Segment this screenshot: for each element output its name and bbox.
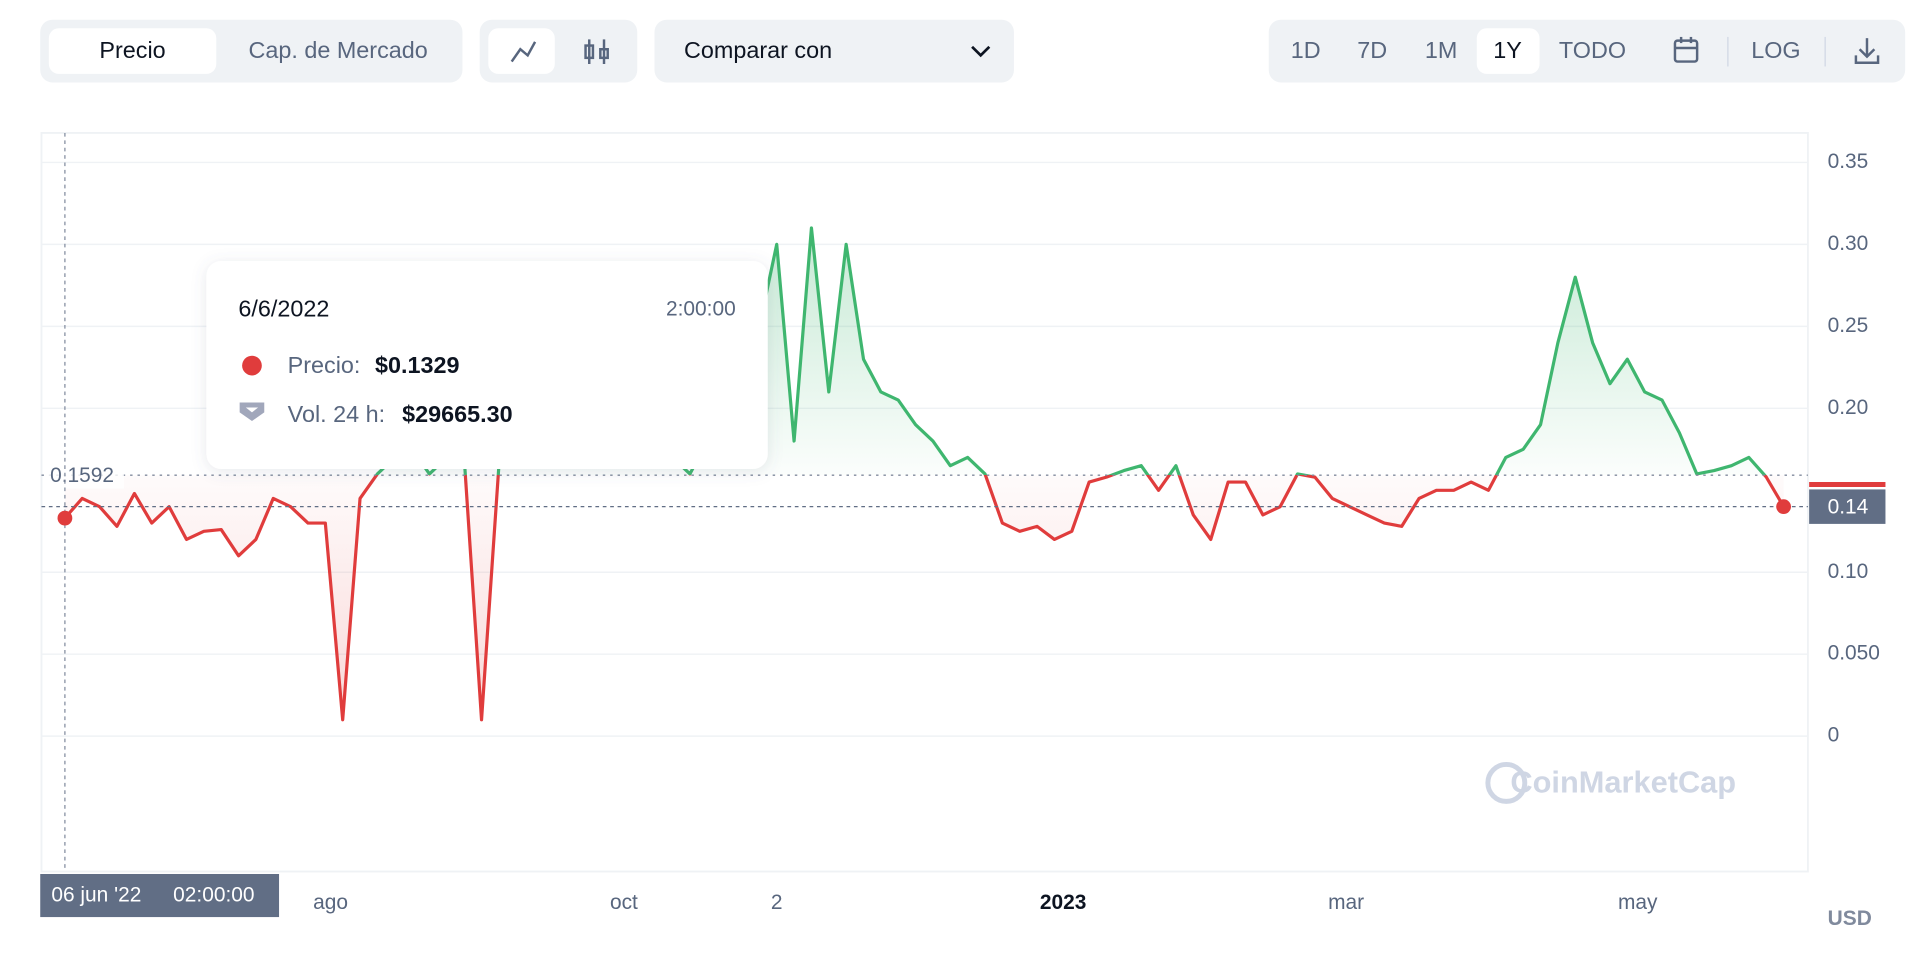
x-tick-label: mar: [1328, 891, 1364, 914]
y-tick-label: 0.050: [1828, 642, 1880, 665]
y-tick-label: 0.25: [1828, 314, 1869, 337]
volume-icon-inner: [245, 407, 259, 413]
tab[interactable]: Precio: [99, 37, 165, 63]
last-dot: [1776, 499, 1791, 515]
chevron: [971, 45, 991, 58]
y-tick-label: 0: [1828, 724, 1840, 747]
log-button[interactable]: LOG: [1751, 37, 1800, 63]
tab[interactable]: Cap. de Mercado: [248, 37, 427, 63]
price-value: $0.1329: [375, 352, 460, 378]
range-selected: [1476, 28, 1540, 74]
currency: USD: [1828, 907, 1872, 930]
x-tick-label: may: [1618, 891, 1658, 914]
tooltip-time: 2:00:00: [666, 298, 736, 321]
range-button[interactable]: 1M: [1425, 37, 1457, 63]
candle-icon[interactable]: [584, 39, 609, 65]
tab-selected: [48, 28, 217, 74]
range-button[interactable]: TODO: [1559, 37, 1626, 63]
y-tick-label: 0.20: [1828, 396, 1869, 419]
y-tick-label: 0.10: [1828, 560, 1869, 583]
y-tick-label: 0.35: [1828, 150, 1869, 173]
y-tick-label: 0.30: [1828, 232, 1869, 255]
download-icon[interactable]: [1854, 38, 1880, 65]
line-icon: [510, 41, 537, 63]
hover-dot: [57, 510, 73, 526]
compare-select[interactable]: [654, 19, 1014, 83]
crosshair-time: 02:00:00: [173, 884, 254, 907]
range-button[interactable]: 1Y: [1493, 37, 1522, 63]
price-label: Precio:: [288, 352, 361, 378]
plot: 0 0.050 0.10 0.20 0.25 0.30 0.35 ago oct 2 2023 mar…: [41, 132, 1886, 914]
current-price-badge: [1809, 489, 1886, 524]
tooltip-box: [206, 260, 768, 469]
baseline-label: 0.1592: [50, 464, 114, 487]
range-button[interactable]: 1D: [1291, 37, 1321, 63]
range-group: [1268, 19, 1906, 83]
volume-label: Vol. 24 h:: [288, 401, 385, 427]
area: [64, 227, 1784, 720]
x-tick-label: 2023: [1040, 891, 1087, 914]
volume-value: $29665.30: [402, 401, 513, 427]
calendar-icon[interactable]: [1673, 36, 1699, 63]
baseline-label-bg: [45, 461, 124, 489]
crosshair-date: 06 jun '22: [51, 884, 141, 907]
range-button[interactable]: 7D: [1357, 37, 1387, 63]
watermark-logo: [1485, 761, 1528, 804]
tooltip: 6/6/2022 2:00:00 Precio: $0.1329 Vol. 24…: [206, 260, 768, 469]
current-price-label: 0.14: [1828, 495, 1869, 518]
plot-frame: [40, 132, 1809, 873]
x-tick-label: oct: [610, 891, 638, 914]
crosshair-label: [40, 873, 280, 918]
price-dot: [242, 355, 262, 376]
tooltip-date: 6/6/2022: [238, 295, 329, 321]
x-tick-label: 2: [771, 891, 783, 914]
price-line: [63, 226, 1786, 722]
x-tick-label: ago: [313, 891, 348, 914]
compare-label: Comparar con: [684, 37, 832, 63]
watermark: CoinMarketCap: [1510, 764, 1736, 799]
